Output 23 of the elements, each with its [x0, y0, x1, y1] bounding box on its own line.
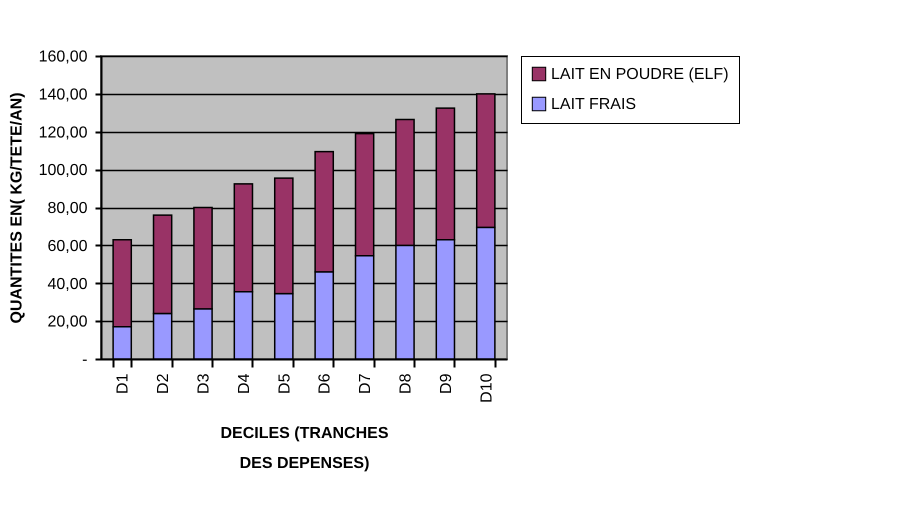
x-tick-label: D9 [438, 373, 455, 394]
x-tick-label: D4 [236, 373, 253, 394]
x-tick-label: D10 [478, 373, 496, 403]
legend-label: LAIT FRAIS [551, 96, 636, 113]
y-tick-label: - [82, 352, 88, 368]
x-axis-title: DECILES (TRANCHES DES DEPENSES) [220, 424, 389, 472]
x-tick-label: D6 [316, 373, 334, 394]
x-tick-label: D2 [155, 373, 172, 394]
x-tick-label: D1 [114, 373, 132, 394]
y-axis-title: QUANTITES EN( KG/TETE/AN) [8, 92, 26, 324]
x-tick-label: D7 [357, 373, 374, 394]
x-tick-label: D3 [196, 373, 213, 394]
y-tick-label: 140,00 [38, 86, 88, 104]
y-tick-label: 60,00 [47, 238, 88, 255]
y-tick-label: 120,00 [38, 124, 88, 142]
y-tick-label: 20,00 [47, 314, 88, 331]
y-tick-label: 160,00 [38, 48, 88, 66]
x-tick-label: D8 [397, 373, 414, 394]
legend-label: LAIT EN POUDRE (ELF) [551, 66, 729, 83]
x-tick-label: D5 [276, 373, 294, 394]
y-tick-label: 40,00 [47, 276, 88, 293]
y-tick-label: 100,00 [38, 162, 88, 180]
y-tick-label: 80,00 [47, 200, 88, 217]
